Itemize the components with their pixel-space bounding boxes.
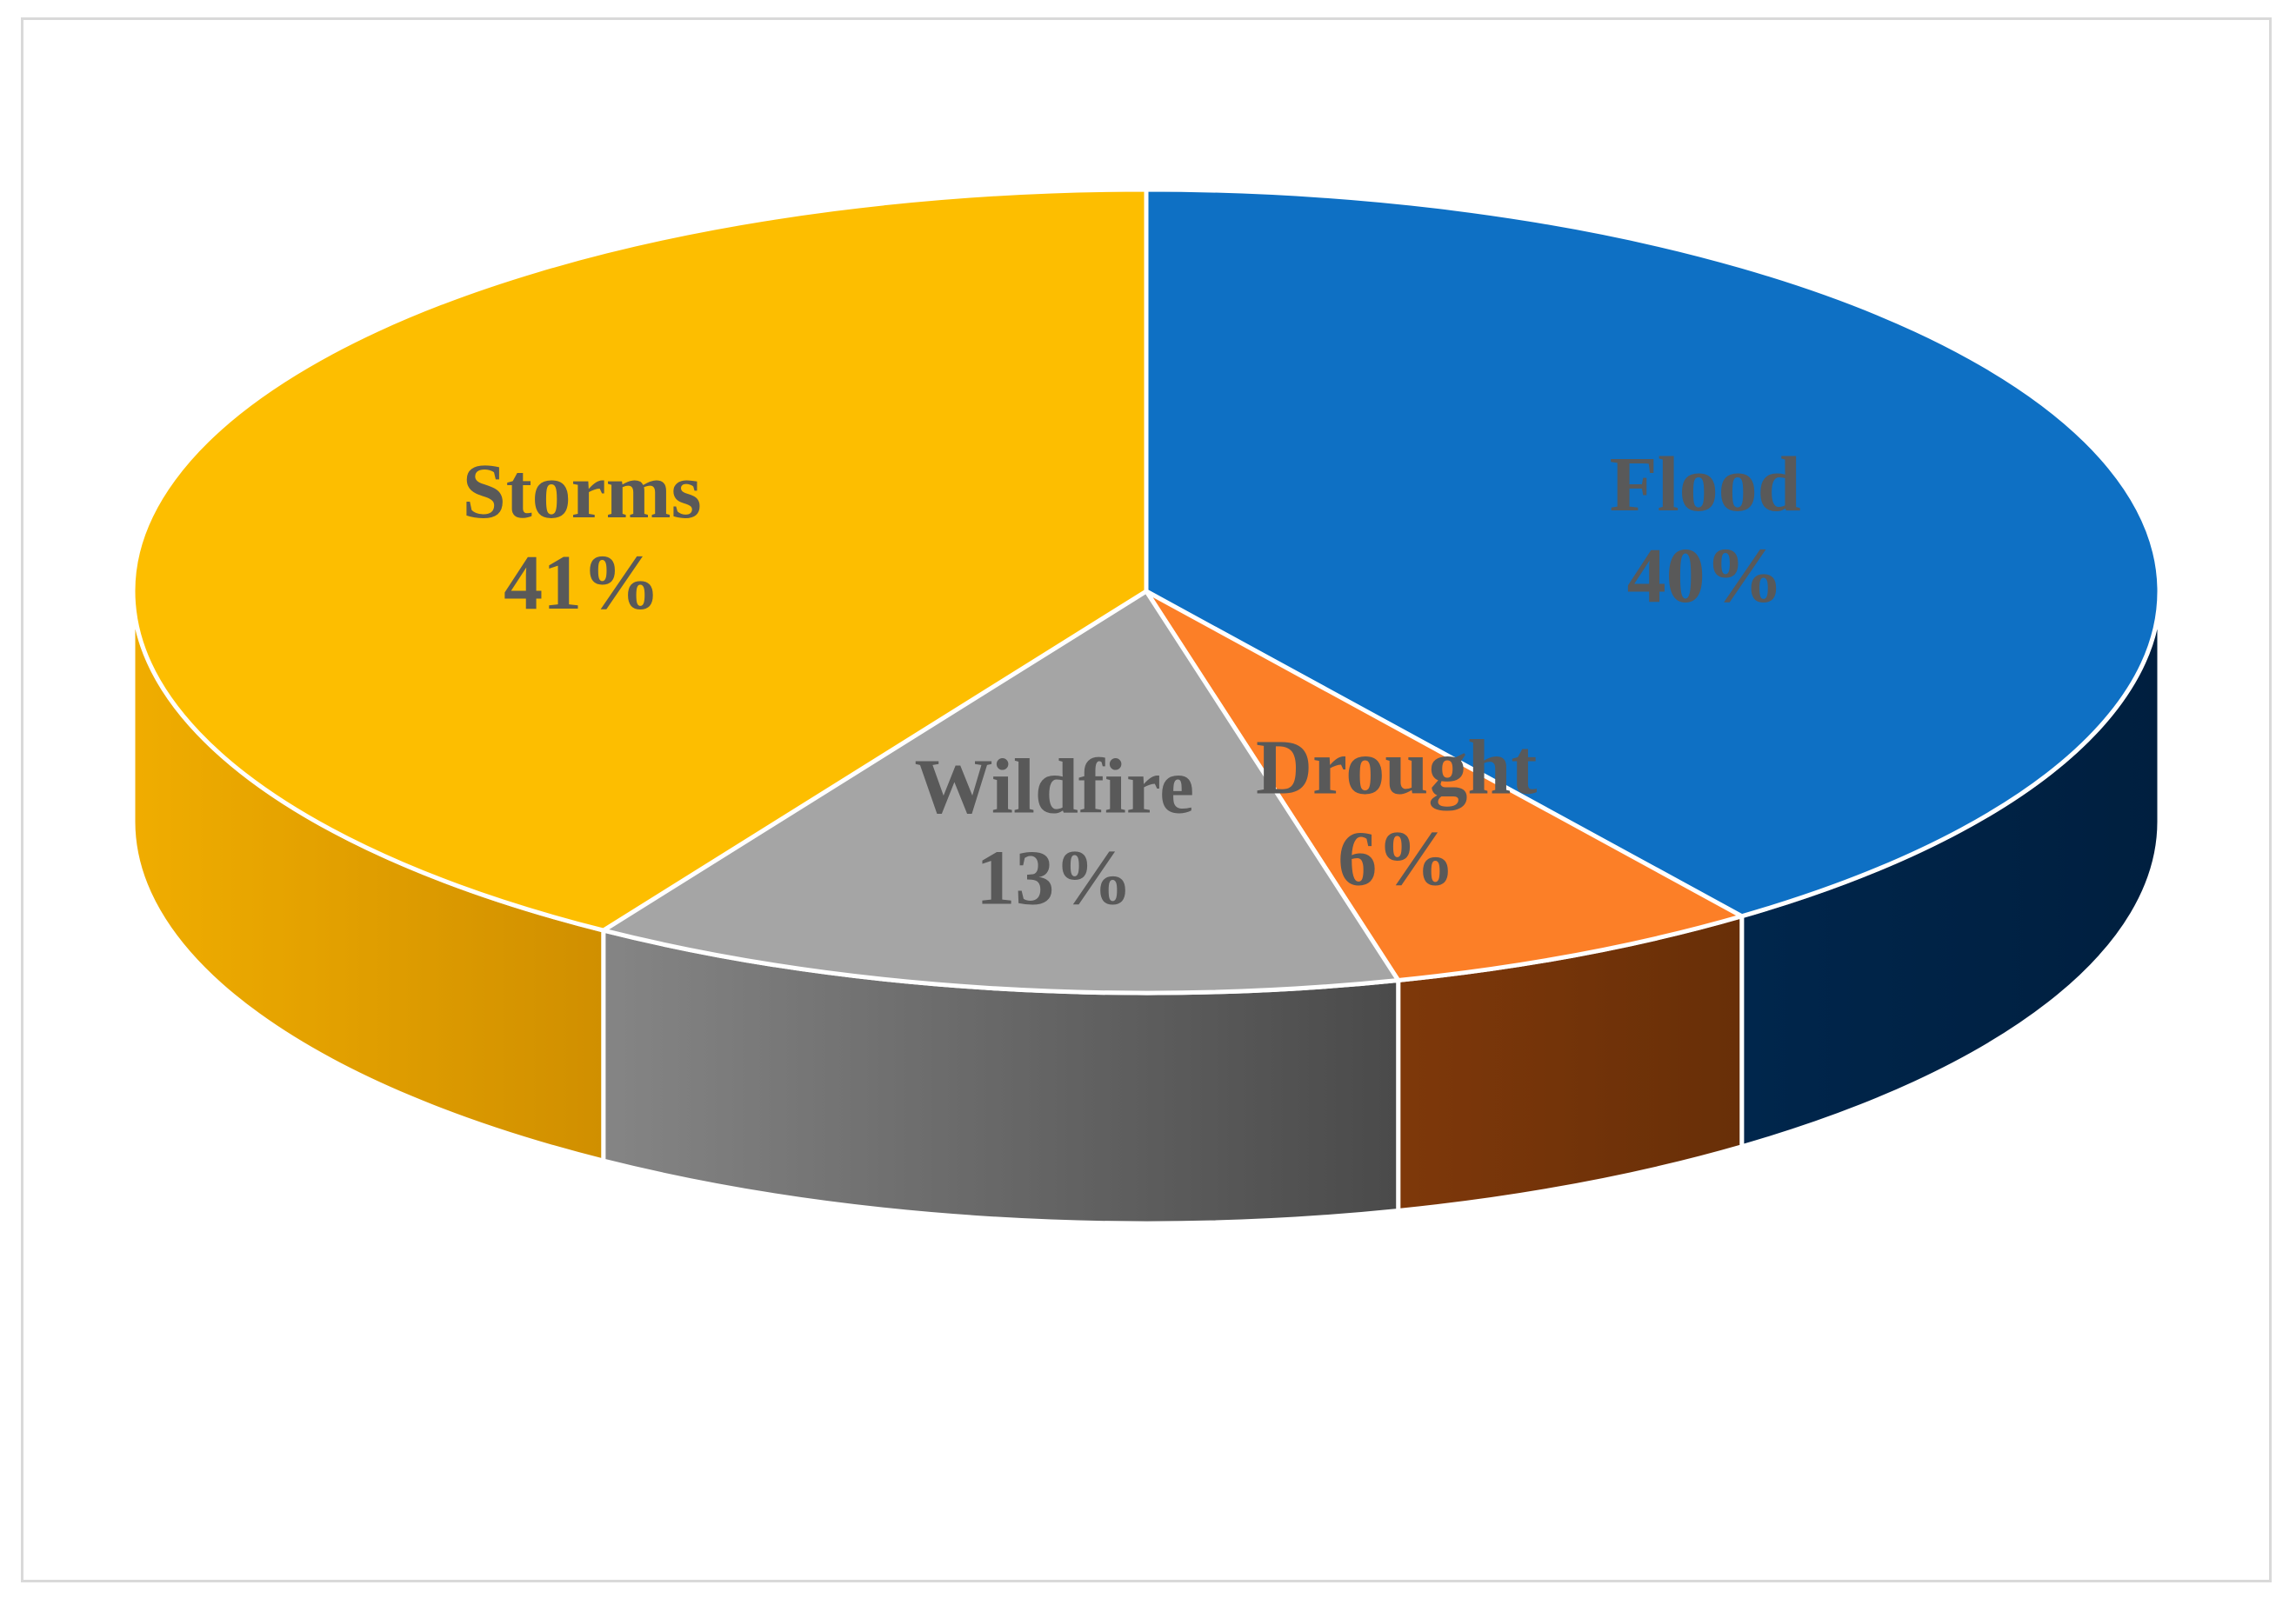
- slice-value-drought: 6%: [1338, 816, 1455, 902]
- slice-label-drought: Drought: [1256, 724, 1537, 810]
- slice-value-flood: 40%: [1627, 533, 1784, 619]
- pie-slice-storms: [130, 187, 1149, 933]
- pie-slice-drought: [1144, 589, 1745, 982]
- slice-label-storms: Storms: [463, 449, 702, 535]
- pie-slice-flood: [1144, 187, 2162, 919]
- slice-label-wildfire: Wildfire: [914, 744, 1194, 830]
- slice-value-storms: 41%: [504, 540, 660, 626]
- slice-value-wildfire: 13%: [976, 836, 1132, 922]
- pie-slice-wildfire: [601, 589, 1401, 996]
- slice-label-flood: Flood: [1610, 442, 1801, 528]
